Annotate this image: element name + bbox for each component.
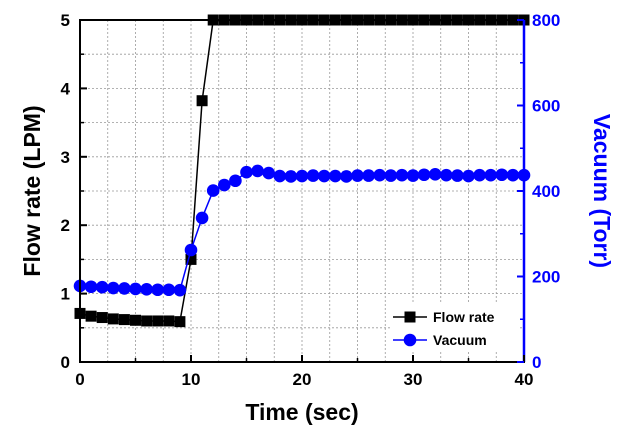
legend-vacuum-label: Vacuum bbox=[433, 332, 487, 348]
vacuum-point bbox=[262, 166, 276, 180]
vacuum-point bbox=[473, 168, 486, 182]
vacuum-point bbox=[229, 174, 242, 188]
vacuum-point bbox=[506, 168, 520, 182]
y-tick-label: 0 bbox=[61, 353, 70, 372]
vacuum-point bbox=[173, 283, 187, 297]
vacuum-point bbox=[484, 168, 498, 182]
flow-rate-point bbox=[118, 314, 130, 326]
y-tick-label: 3 bbox=[61, 148, 70, 167]
vacuum-point bbox=[184, 243, 198, 257]
vacuum-point bbox=[273, 169, 287, 183]
flow-rate-point bbox=[96, 312, 108, 324]
vacuum-point bbox=[151, 283, 164, 297]
flow-rate-point bbox=[196, 95, 208, 107]
y-axis-title: Flow rate (LPM) bbox=[19, 105, 45, 276]
y2-tick-label: 0 bbox=[532, 353, 541, 372]
vacuum-point bbox=[206, 184, 220, 197]
x-tick-label: 20 bbox=[293, 370, 312, 389]
vacuum-point bbox=[406, 169, 420, 182]
legend: Flow rate Vacuum bbox=[390, 303, 518, 351]
vacuum-point bbox=[218, 178, 231, 192]
vacuum-point bbox=[84, 280, 98, 294]
y-tick-label: 5 bbox=[61, 11, 70, 30]
flow-rate-point bbox=[163, 315, 175, 327]
vacuum-point bbox=[395, 168, 409, 182]
flow-rate-point bbox=[141, 315, 153, 327]
legend-flow-label: Flow rate bbox=[433, 309, 495, 325]
y2-tick-label: 200 bbox=[532, 268, 560, 287]
y2-tick-label: 400 bbox=[532, 182, 560, 201]
flow-rate-point bbox=[107, 313, 119, 325]
vacuum-point bbox=[107, 281, 120, 295]
flow-rate-point bbox=[85, 310, 97, 322]
y2-tick-label: 800 bbox=[532, 11, 560, 30]
flow-rate-point bbox=[185, 253, 197, 265]
vacuum-point bbox=[95, 280, 109, 294]
vacuum-point bbox=[306, 169, 320, 182]
y2-axis-title: Vacuum (Torr) bbox=[589, 114, 615, 268]
flow-rate-point bbox=[130, 314, 141, 326]
legend-vacuum-marker bbox=[403, 333, 417, 347]
vacuum-point bbox=[195, 211, 209, 225]
legend-flow-marker bbox=[404, 311, 416, 323]
vacuum-point bbox=[129, 282, 142, 296]
vacuum-point bbox=[362, 169, 375, 182]
vacuum-point bbox=[162, 283, 176, 297]
x-tick-label: 0 bbox=[75, 370, 84, 389]
vacuum-point bbox=[251, 164, 264, 178]
y-tick-label: 2 bbox=[61, 216, 70, 235]
vacuum-point bbox=[373, 168, 387, 182]
y-tick-label: 4 bbox=[61, 79, 71, 98]
vacuum-point bbox=[428, 168, 442, 181]
vacuum-point bbox=[417, 168, 431, 182]
x-axis-title: Time (sec) bbox=[245, 399, 358, 425]
vacuum-point bbox=[240, 165, 253, 179]
vacuum-point bbox=[451, 169, 464, 182]
vacuum-point bbox=[295, 169, 309, 183]
y-tick-label: 1 bbox=[61, 285, 70, 304]
vacuum-point bbox=[340, 170, 353, 183]
vacuum-point bbox=[118, 282, 131, 295]
flow-rate-point bbox=[174, 316, 186, 328]
vacuum-point bbox=[351, 169, 364, 182]
x-tick-label: 30 bbox=[404, 370, 423, 389]
vacuum-point bbox=[284, 170, 298, 183]
vacuum-point bbox=[440, 168, 453, 182]
x-tick-label: 40 bbox=[515, 370, 534, 389]
vacuum-point bbox=[384, 169, 398, 182]
vacuum-point bbox=[317, 169, 331, 183]
vacuum-point bbox=[462, 169, 475, 183]
vacuum-point bbox=[495, 168, 509, 182]
y2-tick-label: 600 bbox=[532, 97, 560, 116]
vacuum-point bbox=[329, 169, 342, 183]
vacuum-point bbox=[140, 283, 153, 296]
flow-rate-point bbox=[152, 315, 164, 327]
x-tick-label: 10 bbox=[182, 370, 201, 389]
